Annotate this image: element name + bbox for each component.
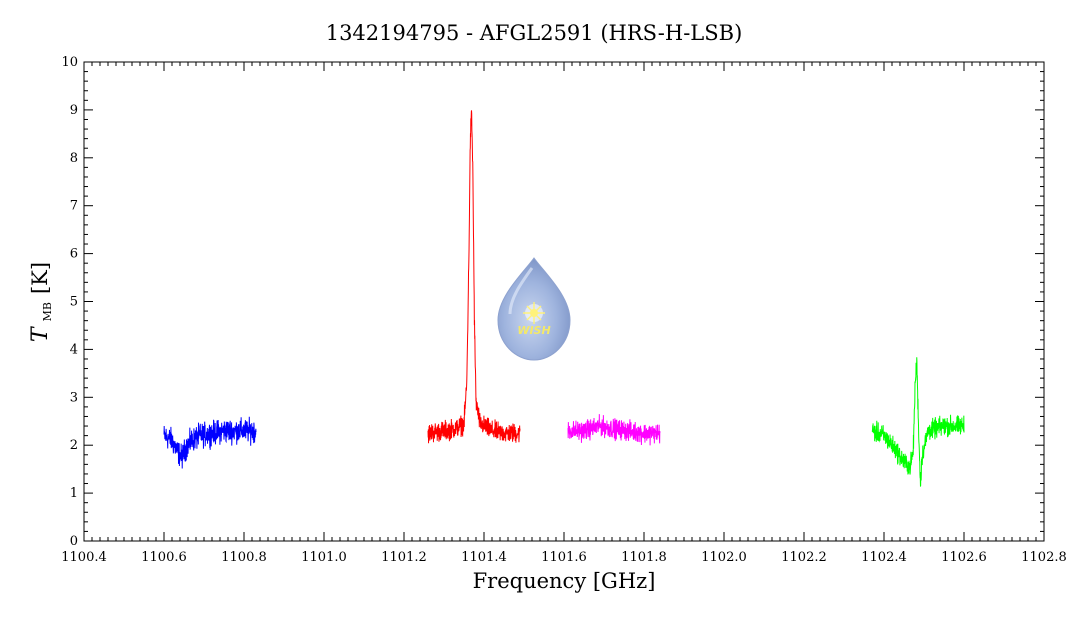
y-axis-label-sub: MB <box>41 302 54 321</box>
series-line-3 <box>567 414 661 446</box>
y-tick-label: 10 <box>61 55 78 70</box>
plot-frame <box>83 61 1045 542</box>
series-line-2 <box>427 110 521 444</box>
x-tick-label: 1101.4 <box>461 550 507 565</box>
x-tick-label: 1100.4 <box>61 550 107 565</box>
y-tick-label: 6 <box>70 247 78 262</box>
series-line-4 <box>871 357 965 487</box>
x-tick-label: 1101.0 <box>301 550 347 565</box>
y-tick-label: 5 <box>70 295 78 310</box>
y-axis-label-unit: [K] <box>28 262 52 294</box>
axis-ticks <box>83 61 1045 542</box>
x-tick-label: 1102.8 <box>1021 550 1067 565</box>
y-tick-label: 4 <box>70 342 78 357</box>
x-tick-label: 1101.6 <box>541 550 587 565</box>
y-tick-label: 3 <box>70 390 78 405</box>
y-tick-label: 2 <box>70 438 78 453</box>
y-axis-label: T MB [K] <box>28 262 55 342</box>
y-tick-label: 1 <box>70 486 78 501</box>
y-tick-label: 7 <box>70 199 78 214</box>
x-tick-label: 1101.2 <box>381 550 427 565</box>
x-tick-label: 1100.8 <box>221 550 267 565</box>
x-tick-label: 1102.4 <box>861 550 907 565</box>
x-tick-label: 1102.2 <box>781 550 827 565</box>
x-tick-label: 1100.6 <box>141 550 187 565</box>
x-tick-label: 1102.0 <box>701 550 747 565</box>
svg-text:T MB [K]: T MB [K] <box>28 262 55 342</box>
x-tick-label: 1102.6 <box>941 550 987 565</box>
y-axis-label-main: T <box>28 325 53 342</box>
y-tick-label: 8 <box>70 151 78 166</box>
logo-text: WISH <box>517 324 550 337</box>
chart-title: 1342194795 - AFGL2591 (HRS-H-LSB) <box>326 21 743 45</box>
wish-logo: WISH <box>497 257 571 361</box>
series-line-1 <box>163 416 257 469</box>
y-tick-label: 9 <box>70 103 78 118</box>
axis-tick-labels: 1100.4 1100.6 1100.8 1101.0 1101.2 1101.4 1101… <box>61 55 1067 565</box>
series-group <box>163 110 965 487</box>
x-axis-label: Frequency [GHz] <box>473 569 656 593</box>
y-tick-label: 0 <box>70 534 78 549</box>
x-tick-label: 1101.8 <box>621 550 667 565</box>
